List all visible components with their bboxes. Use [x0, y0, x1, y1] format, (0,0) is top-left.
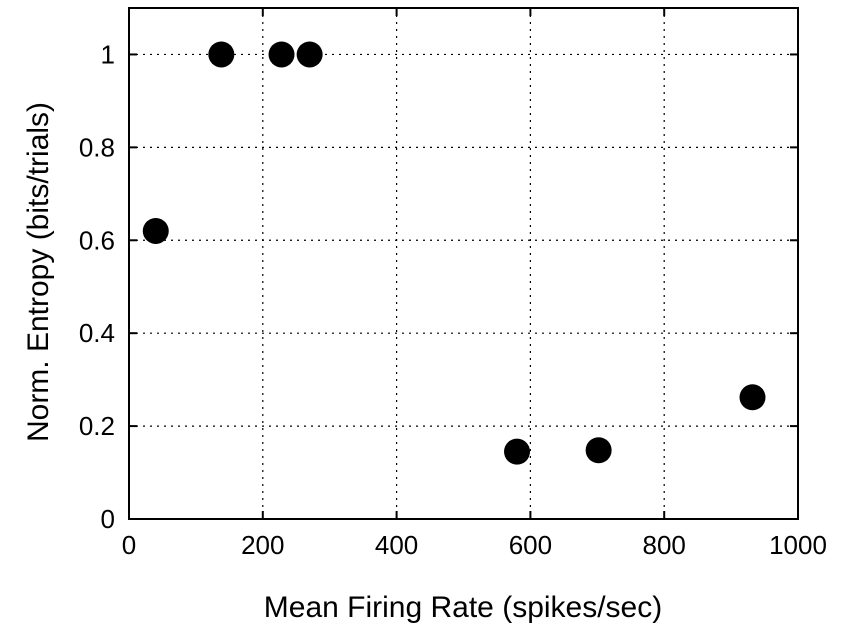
- grid-lines: [129, 8, 798, 519]
- x-tick-label: 1000: [769, 530, 827, 560]
- y-tick-label: 0.8: [79, 132, 115, 162]
- data-point: [142, 217, 169, 244]
- data-point: [504, 438, 531, 465]
- data-point: [739, 384, 766, 411]
- y-tick-label: 0.6: [79, 225, 115, 255]
- x-tick-label: 200: [241, 530, 284, 560]
- y-tick-label: 1: [101, 39, 115, 69]
- data-points: [142, 41, 766, 465]
- x-axis-label: Mean Firing Rate (spikes/sec): [264, 591, 662, 624]
- axis-ticks: [128, 8, 799, 520]
- y-tick-label: 0.2: [79, 411, 115, 441]
- y-tick-label: 0.4: [79, 318, 115, 348]
- plot-frame: [128, 7, 799, 520]
- x-tick-label: 0: [122, 530, 136, 560]
- data-point: [585, 437, 612, 464]
- y-tick-label: 0: [101, 504, 115, 534]
- x-tick-labels: 0 200 400 600 800 1000: [122, 530, 827, 560]
- data-point: [268, 41, 295, 68]
- x-tick-label: 600: [509, 530, 552, 560]
- data-point: [208, 41, 235, 68]
- data-point: [296, 41, 323, 68]
- y-tick-labels: 0 0.2 0.4 0.6 0.8 1: [79, 39, 115, 534]
- x-tick-label: 800: [643, 530, 686, 560]
- y-axis-label: Norm. Entropy (bits/trials): [22, 102, 55, 442]
- x-tick-label: 400: [375, 530, 418, 560]
